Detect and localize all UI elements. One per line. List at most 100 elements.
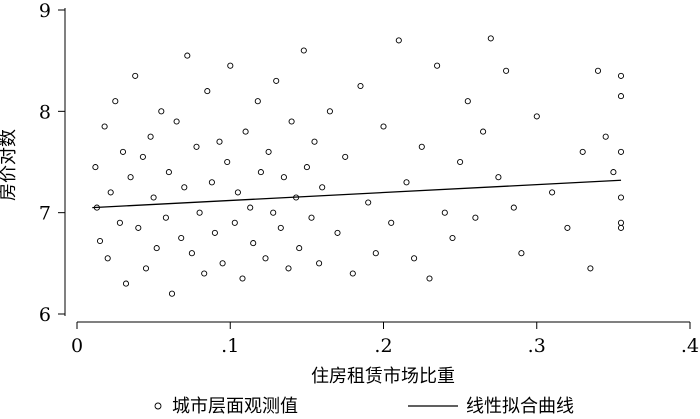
data-point bbox=[426, 275, 433, 282]
data-point bbox=[270, 209, 277, 216]
data-point bbox=[495, 174, 502, 181]
data-point bbox=[254, 98, 261, 105]
data-point bbox=[219, 260, 226, 267]
data-point bbox=[480, 128, 487, 135]
data-point bbox=[193, 143, 200, 150]
data-point bbox=[147, 133, 154, 140]
data-point bbox=[549, 189, 556, 196]
fit-line bbox=[92, 179, 622, 209]
data-point bbox=[242, 128, 249, 135]
data-point bbox=[617, 224, 625, 231]
axes bbox=[64, 8, 690, 323]
data-point bbox=[204, 88, 211, 95]
data-point bbox=[533, 113, 540, 120]
data-point bbox=[610, 169, 617, 176]
data-point bbox=[564, 224, 571, 231]
y-tick-label: 7 bbox=[39, 203, 51, 225]
data-point bbox=[617, 148, 625, 155]
data-point bbox=[142, 265, 150, 272]
x-tick-label: 0 bbox=[71, 335, 83, 357]
legend-label-fit-line: 线性拟合曲线 bbox=[466, 396, 574, 417]
data-point bbox=[617, 93, 625, 100]
data-point bbox=[457, 158, 464, 166]
scatter-points bbox=[92, 35, 625, 297]
data-point bbox=[184, 52, 191, 59]
data-point bbox=[173, 118, 180, 125]
y-tick-label: 8 bbox=[39, 101, 51, 123]
data-point bbox=[288, 118, 295, 125]
data-point bbox=[510, 204, 517, 211]
data-point bbox=[334, 229, 341, 236]
data-point bbox=[579, 148, 586, 155]
data-point bbox=[250, 240, 257, 247]
data-point bbox=[617, 219, 625, 226]
data-point bbox=[326, 108, 333, 115]
data-point bbox=[349, 270, 356, 277]
data-point bbox=[262, 255, 269, 262]
x-tick-label: .1 bbox=[221, 335, 239, 357]
data-point bbox=[101, 123, 108, 130]
y-tick-label: 9 bbox=[39, 0, 51, 22]
data-point bbox=[168, 290, 176, 297]
data-point bbox=[357, 82, 364, 90]
data-point bbox=[277, 224, 284, 231]
data-point bbox=[296, 245, 303, 252]
data-point bbox=[119, 148, 127, 155]
data-point bbox=[342, 153, 349, 160]
data-point bbox=[411, 255, 418, 262]
x-tick-label: .3 bbox=[528, 335, 546, 357]
data-point bbox=[319, 184, 326, 191]
data-point bbox=[247, 204, 254, 211]
x-tick-label: .4 bbox=[681, 335, 699, 357]
data-point bbox=[135, 224, 142, 231]
data-point bbox=[518, 250, 525, 257]
data-point bbox=[107, 189, 114, 196]
legend: 城市层面观测值 线性拟合曲线 bbox=[154, 396, 574, 417]
data-point bbox=[285, 265, 292, 272]
data-point bbox=[227, 62, 234, 69]
data-point bbox=[464, 98, 471, 105]
x-axis-title: 住房租赁市场比重 bbox=[311, 366, 455, 387]
data-point bbox=[503, 67, 510, 74]
data-point bbox=[388, 219, 395, 226]
data-point bbox=[617, 72, 625, 79]
y-tick-label: 6 bbox=[39, 304, 51, 326]
data-point bbox=[403, 179, 410, 186]
data-point bbox=[139, 153, 146, 160]
data-point bbox=[441, 209, 448, 216]
data-point bbox=[165, 169, 172, 176]
data-point bbox=[257, 169, 264, 176]
data-point bbox=[449, 234, 456, 242]
data-point bbox=[380, 123, 387, 130]
data-point bbox=[372, 250, 379, 257]
data-point bbox=[112, 98, 119, 105]
data-point bbox=[158, 108, 165, 115]
data-point bbox=[208, 179, 215, 186]
legend-label-observations: 城市层面观测值 bbox=[172, 396, 298, 417]
data-point bbox=[273, 77, 280, 84]
data-point bbox=[211, 229, 218, 236]
data-point bbox=[196, 209, 203, 216]
data-point bbox=[92, 164, 99, 171]
data-point bbox=[602, 133, 609, 140]
data-point bbox=[150, 194, 157, 201]
data-point bbox=[300, 47, 307, 54]
data-point bbox=[224, 158, 231, 166]
data-point bbox=[96, 237, 104, 245]
data-point bbox=[181, 184, 188, 191]
data-point bbox=[231, 219, 238, 226]
y-axis-title: 房价对数 bbox=[0, 129, 19, 201]
data-point bbox=[587, 265, 594, 272]
data-point bbox=[178, 234, 185, 242]
data-point bbox=[188, 250, 195, 257]
data-point bbox=[132, 72, 139, 79]
data-point bbox=[308, 214, 315, 221]
data-point bbox=[216, 138, 223, 145]
data-point bbox=[162, 214, 169, 221]
data-point bbox=[311, 138, 318, 145]
x-tick-label: .2 bbox=[374, 335, 392, 357]
data-point bbox=[617, 194, 625, 201]
fit-line-group bbox=[92, 179, 622, 209]
data-point bbox=[265, 148, 272, 155]
